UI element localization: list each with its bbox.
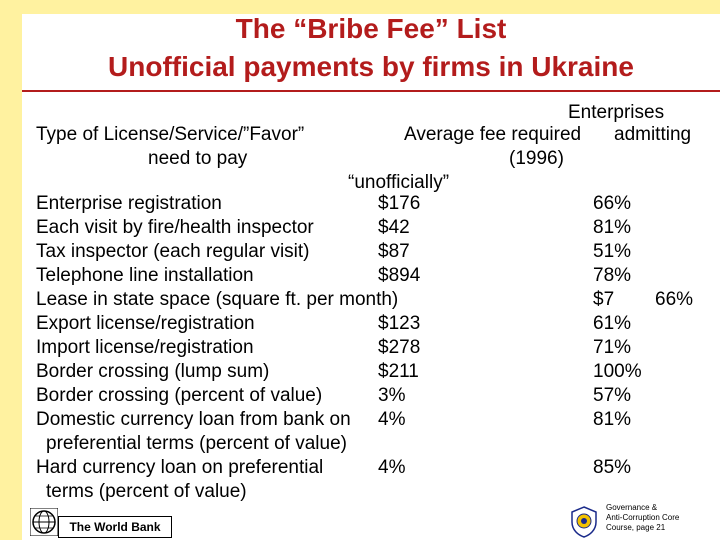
col2-header-line1: Average fee required (404, 124, 582, 145)
title-divider (22, 90, 720, 92)
col1-header-line1: Type of License/Service/”Favor” (36, 124, 305, 145)
col3-header-line2: admitting (614, 124, 692, 145)
row-pct: 81% (593, 217, 632, 238)
row-label: Domestic currency loan from bank on (36, 409, 351, 430)
row-fee: 3% (378, 385, 406, 406)
row-label: Hard currency loan on preferential (36, 457, 324, 478)
row-label: Lease in state space (square ft. per mon… (36, 289, 399, 310)
row-label: Border crossing (percent of value) (36, 385, 323, 406)
row-pct: 78% (593, 265, 632, 286)
slide-title-line2: Unofficial payments by firms in Ukraine (108, 51, 634, 82)
row-fee: 4% (378, 457, 406, 478)
row-label: Each visit by fire/health inspector (36, 217, 314, 238)
row-fee: $123 (378, 313, 421, 334)
slide-title-line1: The “Bribe Fee” List (235, 13, 507, 44)
course-footer-line1: Governance & (606, 503, 658, 512)
row-label-continued: preferential terms (percent of value) (46, 433, 347, 454)
row-label: Tax inspector (each regular visit) (36, 241, 310, 262)
world-bank-label: The World Bank (58, 516, 172, 538)
col3-header-line1: Enterprises (568, 102, 665, 123)
row-label: Enterprise registration (36, 193, 222, 214)
course-footer-line3: Course, page 21 (606, 523, 666, 532)
col2-header-line2: (1996) (509, 148, 564, 169)
row-fee: $176 (378, 193, 421, 214)
row-fee: $278 (378, 337, 421, 358)
row-label: Telephone line installation (36, 265, 254, 286)
row-fee: $211 (378, 361, 419, 382)
row-pct: 66% (655, 289, 694, 310)
row-fee: $7 (593, 289, 615, 310)
course-footer-line2: Anti-Corruption Core (606, 513, 680, 522)
row-fee: $87 (378, 241, 410, 262)
row-fee: 4% (378, 409, 406, 430)
col1-header-line2: need to pay (148, 148, 248, 169)
left-accent-bar (0, 0, 22, 540)
top-accent-bar (22, 0, 720, 14)
row-label: Border crossing (lump sum) (36, 361, 270, 382)
row-pct: 85% (593, 457, 632, 478)
course-footer-text: Governance & Anti-Corruption Core Course… (606, 503, 679, 533)
row-fee: $42 (378, 217, 410, 238)
world-bank-globe-icon (30, 508, 58, 536)
col2-header-line3: “unofficially” (348, 172, 450, 193)
row-pct: 57% (593, 385, 632, 406)
row-pct: 71% (593, 337, 632, 358)
governance-seal-icon (571, 506, 597, 538)
row-pct: 100% (593, 361, 642, 382)
row-fee: $894 (378, 265, 421, 286)
row-label-continued: terms (percent of value) (46, 481, 247, 502)
row-label: Import license/registration (36, 337, 254, 358)
row-pct: 51% (593, 241, 632, 262)
row-label: Export license/registration (36, 313, 255, 334)
row-pct: 66% (593, 193, 632, 214)
row-pct: 81% (593, 409, 632, 430)
row-pct: 61% (593, 313, 632, 334)
